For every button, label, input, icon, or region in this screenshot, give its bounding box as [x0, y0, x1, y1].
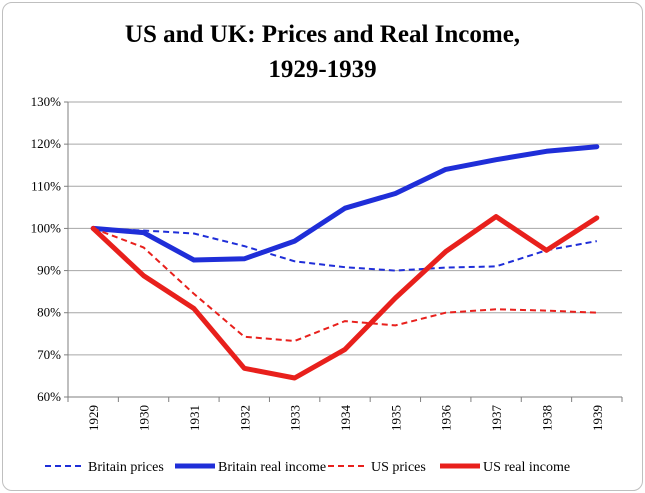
series-line-britain-real-income: [90, 144, 600, 263]
x-tick-label: 1938: [539, 405, 554, 431]
series-line-us-prices: [92, 227, 597, 342]
x-tick-labels: 1929 1930 1931 1932 1933 1934 1935 1936 1937 1938…: [86, 405, 605, 432]
y-tick-label: 130%: [31, 94, 62, 109]
series-lines: [90, 144, 600, 381]
x-tick-label: 1935: [388, 405, 403, 431]
x-tick-label: 1937: [489, 405, 504, 432]
y-tick-label: 80%: [37, 305, 61, 320]
x-tick-label: 1936: [439, 405, 454, 432]
legend-label: US real income: [483, 460, 570, 475]
y-tick-label: 70%: [37, 347, 61, 362]
legend-label: Britain prices: [88, 460, 164, 475]
x-tick-label: 1930: [137, 405, 152, 431]
legend-label: US prices: [371, 460, 426, 475]
y-tick-label: 100%: [31, 220, 62, 235]
x-tick-label: 1931: [187, 405, 202, 431]
chart-title-line-2: 1929-1939: [268, 56, 377, 83]
y-tick-label: 60%: [37, 389, 61, 404]
y-tick-label: 110%: [31, 178, 61, 193]
chart-title-line-1: US and UK: Prices and Real Income,: [124, 21, 521, 48]
x-tick-label: 1929: [86, 405, 101, 431]
y-tick-labels: 60% 70% 80% 90% 100% 110% 120% 130%: [31, 94, 62, 404]
grid-lines: [68, 101, 622, 356]
y-tick-label: 120%: [31, 136, 62, 151]
x-tick-label: 1932: [237, 405, 252, 431]
axes: [64, 101, 623, 402]
x-tick-label: 1939: [590, 405, 605, 431]
x-tick-label: 1934: [338, 405, 353, 432]
y-tick-label: 90%: [37, 263, 61, 278]
legend: Britain prices Britain real income US pric…: [45, 460, 570, 475]
x-tick-label: 1933: [288, 405, 303, 431]
series-line-us-real-income: [90, 214, 600, 381]
legend-label: Britain real income: [218, 460, 326, 475]
series-line-britain-prices: [93, 227, 597, 272]
